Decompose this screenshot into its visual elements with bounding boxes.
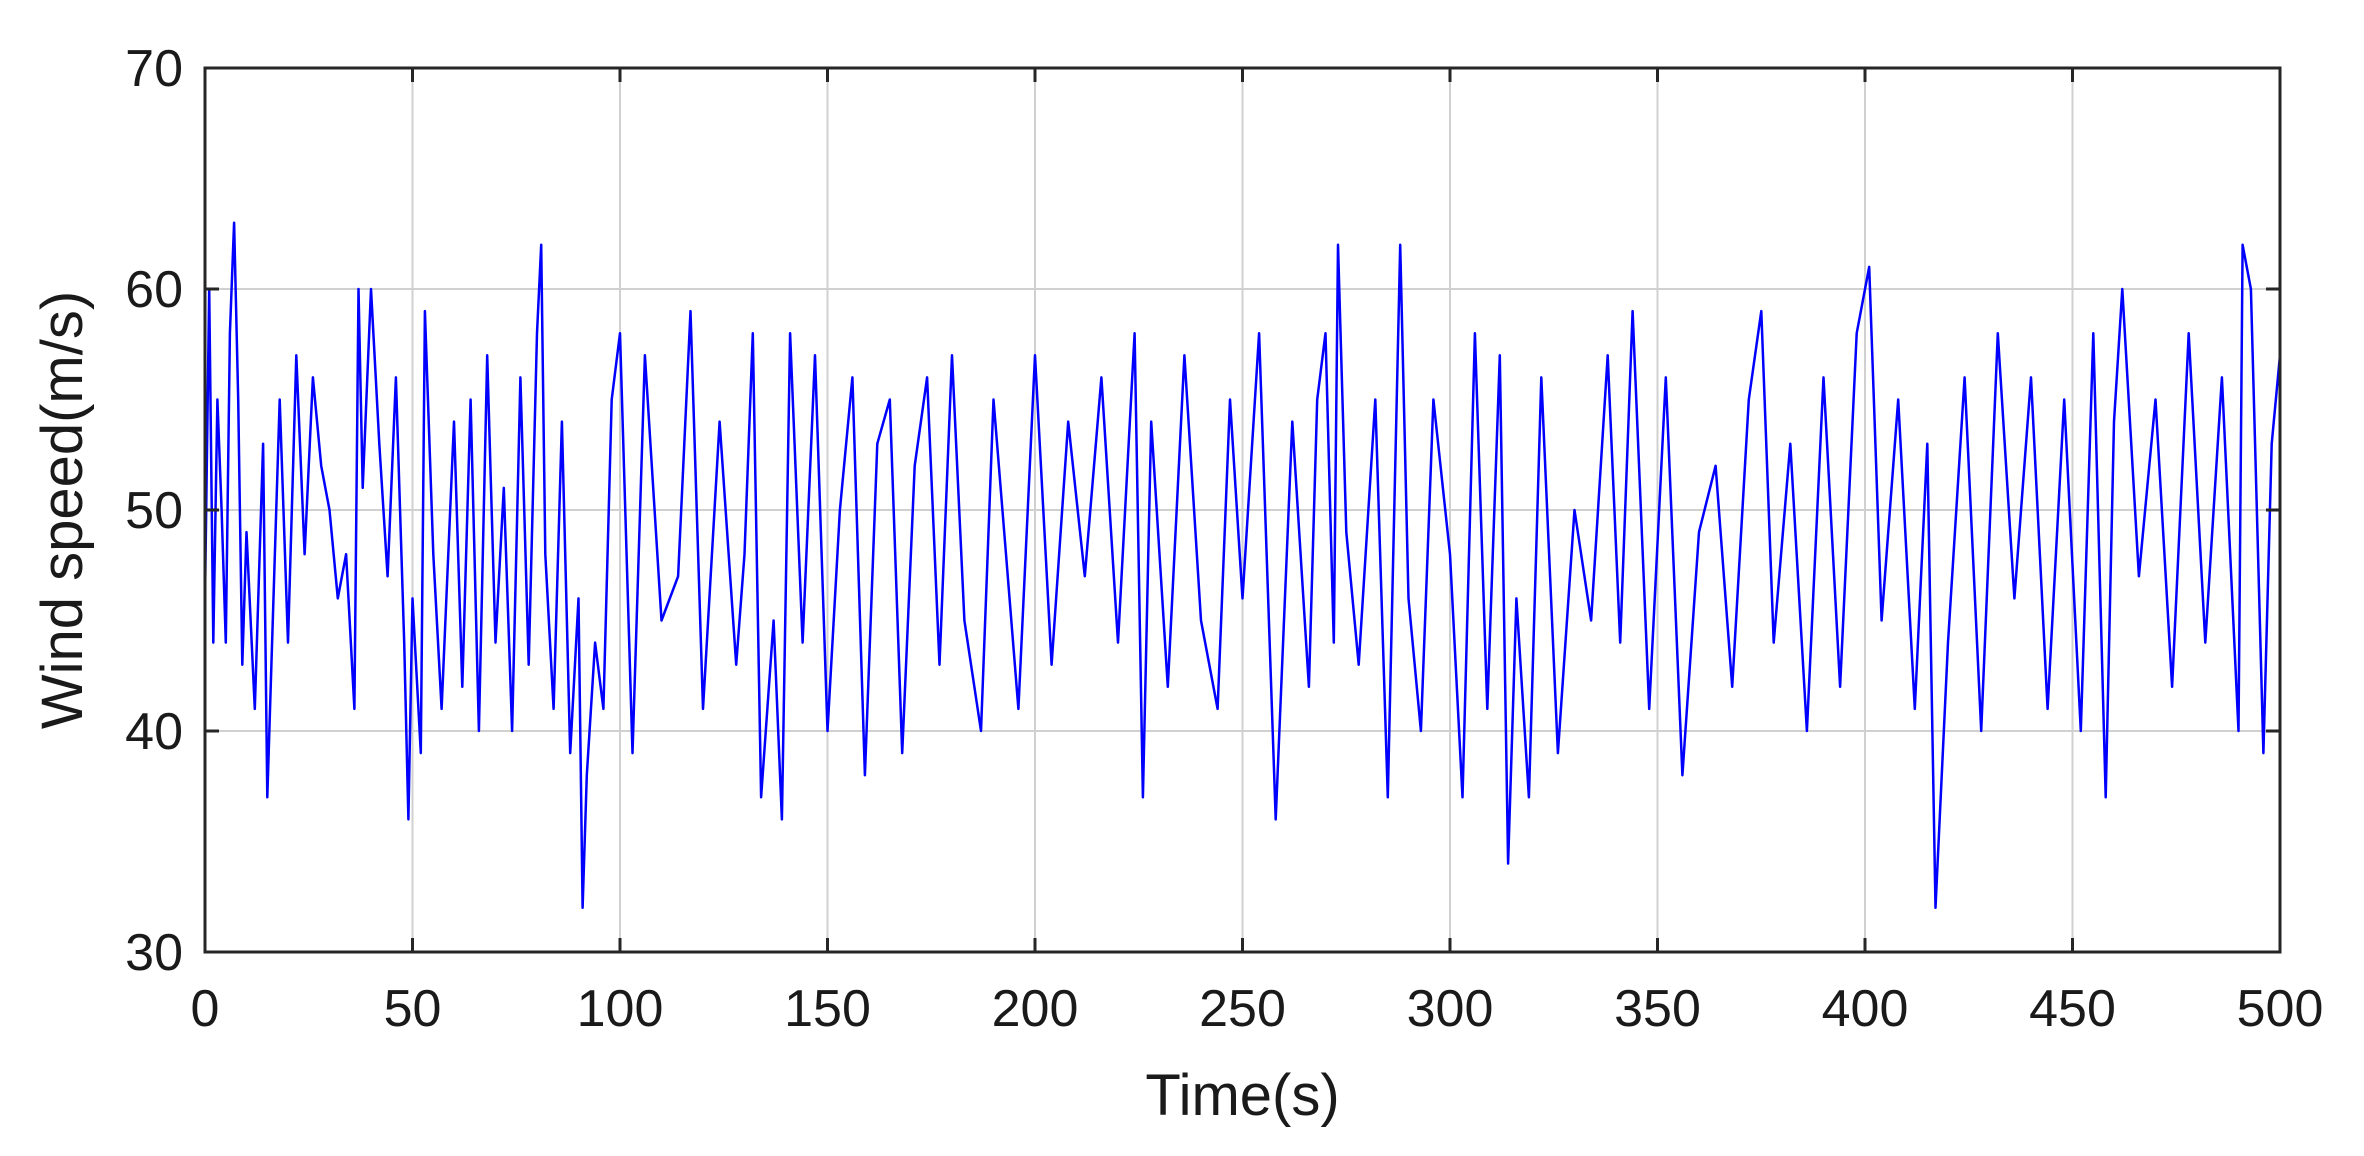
series-layer <box>203 221 2282 910</box>
x-tick-label: 150 <box>784 980 871 1038</box>
y-tick-label: 50 <box>125 482 183 540</box>
x-tick-label: 100 <box>577 980 664 1038</box>
x-tick-label: 0 <box>191 980 220 1038</box>
x-tick-label: 200 <box>992 980 1079 1038</box>
x-tick-label: 300 <box>1407 980 1494 1038</box>
x-tick-label: 450 <box>2029 980 2116 1038</box>
x-tick-label: 250 <box>1199 980 1286 1038</box>
y-tick-labels: 30 40 50 60 70 <box>125 40 183 982</box>
x-tick-labels: 0 50 100 150 200 250 300 350 400 450 500 <box>191 980 2324 1038</box>
series-line-0 <box>203 221 2282 910</box>
y-axis-label: Wind speed(m/s) <box>30 291 95 729</box>
x-tick-label: 350 <box>1614 980 1701 1038</box>
x-axis-label: Time(s) <box>1145 1063 1339 1128</box>
ticks <box>203 66 2282 954</box>
grid <box>205 68 2280 952</box>
y-tick-label: 70 <box>125 40 183 98</box>
x-tick-label: 400 <box>1822 980 1909 1038</box>
x-tick-label: 500 <box>2237 980 2324 1038</box>
y-tick-label: 30 <box>125 924 183 982</box>
y-tick-label: 60 <box>125 261 183 319</box>
y-tick-label: 40 <box>125 703 183 761</box>
x-tick-label: 50 <box>384 980 442 1038</box>
